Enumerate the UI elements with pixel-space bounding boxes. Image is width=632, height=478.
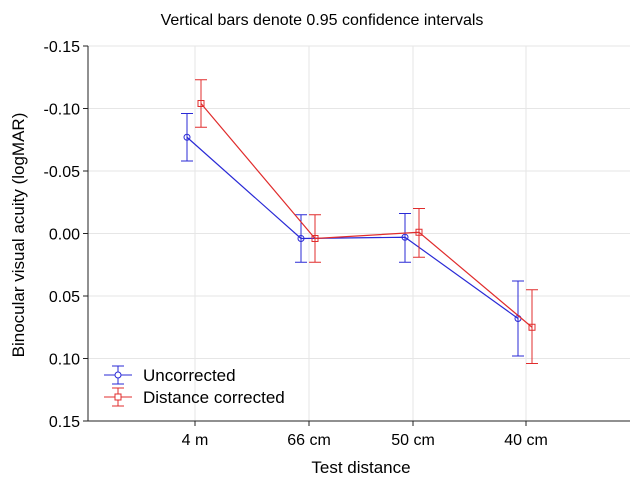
- x-tick-label-0: 4 m: [182, 432, 209, 449]
- y-tick-label-2: -0.05: [44, 164, 81, 181]
- data-point-distance-corrected-3: [528, 323, 536, 331]
- x-axis-ticks: 4 m 66 cm 50 cm 40 cm: [182, 421, 548, 449]
- data-point-distance-corrected-1: [311, 235, 319, 242]
- x-tick-label-2: 50 cm: [391, 432, 435, 449]
- data-point-uncorrected-2: [401, 233, 409, 241]
- series-uncorrected: [181, 113, 524, 357]
- legend-item-distance-corrected: Distance corrected: [104, 387, 285, 407]
- series-distance-corrected: [195, 79, 538, 364]
- data-point-uncorrected-0: [183, 133, 191, 141]
- y-tick-label-0: -0.15: [44, 39, 81, 56]
- series-line-uncorrected: [186, 136, 519, 319]
- data-point-uncorrected-1: [297, 235, 305, 242]
- legend-marker-distance-corrected: [114, 393, 122, 401]
- chart-title: Vertical bars denote 0.95 confidence int…: [161, 12, 484, 29]
- y-tick-label-6: 0.15: [49, 414, 80, 431]
- series-group: [181, 79, 538, 364]
- y-axis-ticks: -0.15 -0.10 -0.05 0.00 0.05 0.10 0.15: [44, 39, 88, 431]
- y-axis-label: Binocular visual acuity (logMAR): [9, 113, 28, 358]
- y-tick-label-3: 0.00: [49, 227, 80, 244]
- x-tick-label-3: 40 cm: [504, 432, 548, 449]
- data-point-distance-corrected-0: [197, 100, 205, 107]
- y-tick-label-5: 0.10: [49, 352, 80, 369]
- y-tick-label-4: 0.05: [49, 289, 80, 306]
- x-tick-label-1: 66 cm: [287, 432, 331, 449]
- data-point-distance-corrected-2: [415, 228, 423, 236]
- legend-label-uncorrected: Uncorrected: [143, 366, 236, 385]
- legend-label-distance-corrected: Distance corrected: [143, 388, 285, 407]
- series-line-distance-corrected: [200, 103, 533, 328]
- x-axis-label: Test distance: [311, 458, 410, 477]
- legend: Uncorrected Distance corrected: [104, 365, 285, 407]
- legend-item-uncorrected: Uncorrected: [104, 365, 236, 385]
- grid: [88, 45, 630, 422]
- legend-marker-uncorrected: [114, 371, 122, 379]
- y-tick-label-1: -0.10: [44, 102, 81, 119]
